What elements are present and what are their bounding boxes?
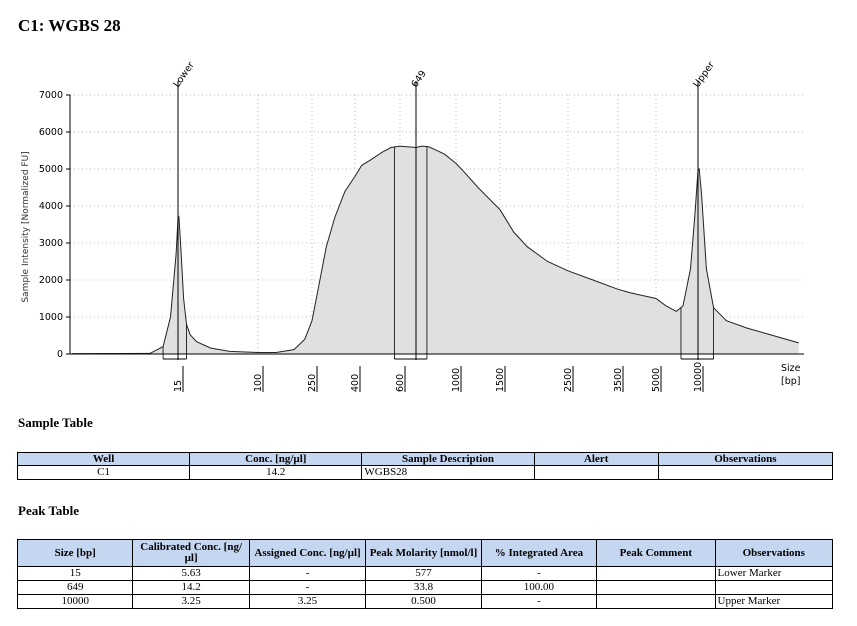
table-cell bbox=[714, 580, 834, 595]
table-cell bbox=[596, 594, 716, 609]
x-tick-label: 3500 bbox=[613, 368, 624, 392]
column-header: Alert bbox=[533, 452, 659, 466]
x-tick-label: 10000 bbox=[693, 362, 704, 392]
x-axis-label-unit: [bp] bbox=[781, 376, 800, 387]
y-tick-label: 0 bbox=[57, 349, 63, 360]
table-cell: 14.2 bbox=[189, 465, 363, 480]
table-cell: - bbox=[248, 566, 367, 581]
column-header: % Integrated Area bbox=[480, 539, 598, 567]
y-tick-label: 3000 bbox=[39, 238, 63, 249]
table-row: 10000 3.25 3.25 0.500- Upper Marker bbox=[16, 594, 834, 609]
column-header: Size [bp] bbox=[16, 539, 134, 567]
electropherogram-chart: Lower 649 Upper 0 1000 2000 3000 4000 5000 6000 7… bbox=[21, 60, 804, 392]
peak-table: Size [bp] Calibrated Conc. [ng/µl] Assigne… bbox=[16, 539, 834, 609]
table-cell: 3.25 bbox=[248, 594, 367, 609]
table-row: 15 5.63-577- Lower Marker bbox=[16, 566, 834, 581]
x-axis-label-size: Size bbox=[781, 363, 801, 374]
table-cell bbox=[596, 566, 716, 581]
table-cell: WGBS28 bbox=[361, 465, 535, 480]
y-axis-label: Sample Intensity [Normalized FU] bbox=[21, 151, 31, 302]
peak-label: Lower bbox=[171, 60, 196, 90]
table-cell: Upper Marker bbox=[714, 594, 834, 609]
peak-table-heading: Peak Table bbox=[18, 503, 80, 518]
table-cell: - bbox=[248, 580, 367, 595]
x-tick-label: 15 bbox=[173, 380, 184, 392]
sample-table-heading: Sample Table bbox=[18, 415, 93, 430]
column-header: Observations bbox=[657, 452, 834, 466]
table-cell: Lower Marker bbox=[714, 566, 834, 581]
table-cell: 577 bbox=[365, 566, 482, 581]
x-tick-label: 5000 bbox=[651, 368, 662, 392]
page-title: C1: WGBS 28 bbox=[18, 16, 121, 35]
y-tick-label: 4000 bbox=[39, 201, 63, 212]
table-cell: 15 bbox=[16, 566, 134, 581]
peak-label: 649 bbox=[409, 69, 428, 90]
table-cell: - bbox=[480, 594, 598, 609]
x-tick-label: 2500 bbox=[563, 368, 574, 392]
x-tick-label: 1000 bbox=[451, 368, 462, 392]
table-cell: 5.63 bbox=[132, 566, 250, 581]
y-tick-label: 6000 bbox=[39, 127, 63, 138]
column-header: Peak Comment bbox=[596, 539, 716, 567]
peak-label: Upper bbox=[691, 60, 717, 90]
table-cell: 14.2 bbox=[132, 580, 250, 595]
sample-table: Well Conc. [ng/µl] Sample Description Alert… bbox=[16, 452, 834, 480]
table-cell: 100.00 bbox=[480, 580, 598, 595]
table-cell bbox=[533, 465, 659, 480]
x-tick-label: 1500 bbox=[495, 368, 506, 392]
table-cell: 10000 bbox=[16, 594, 134, 609]
column-header: Sample Description bbox=[361, 452, 535, 466]
x-tick-label: 100 bbox=[253, 374, 264, 392]
trace-fill bbox=[72, 146, 799, 354]
table-cell: 0.500 bbox=[365, 594, 482, 609]
column-header: Observations bbox=[714, 539, 834, 567]
axes: 0 1000 2000 3000 4000 5000 6000 7000 15 100 250 400… bbox=[39, 90, 804, 392]
table-cell: 3.25 bbox=[132, 594, 250, 609]
column-header: Conc. [ng/µl] bbox=[189, 452, 363, 466]
table-row: 649 14.2-33.8 100.00 bbox=[16, 580, 834, 595]
y-tick-label: 2000 bbox=[39, 275, 63, 286]
peak-table-header: Size [bp] Calibrated Conc. [ng/µl] Assigne… bbox=[16, 539, 834, 567]
trace bbox=[71, 145, 799, 355]
x-tick-label: 400 bbox=[350, 374, 361, 392]
column-header: Peak Molarity [nmol/l] bbox=[365, 539, 482, 567]
table-cell bbox=[657, 465, 834, 480]
table-cell: - bbox=[480, 566, 598, 581]
column-header: Assigned Conc. [ng/µl] bbox=[248, 539, 367, 567]
table-row: C1 14.2 WGBS28 bbox=[16, 465, 834, 480]
table-cell: 649 bbox=[16, 580, 134, 595]
column-header: Calibrated Conc. [ng/µl] bbox=[132, 539, 250, 567]
y-tick-label: 7000 bbox=[39, 90, 63, 101]
sample-table-header: Well Conc. [ng/µl] Sample Description Alert… bbox=[16, 452, 834, 466]
table-cell bbox=[596, 580, 716, 595]
x-tick-label: 600 bbox=[395, 374, 406, 392]
x-tick-label: 250 bbox=[307, 374, 318, 392]
table-cell: 33.8 bbox=[365, 580, 482, 595]
y-tick-label: 1000 bbox=[39, 312, 63, 323]
y-tick-label: 5000 bbox=[39, 164, 63, 175]
column-header: Well bbox=[16, 452, 191, 466]
table-cell: C1 bbox=[16, 465, 191, 480]
